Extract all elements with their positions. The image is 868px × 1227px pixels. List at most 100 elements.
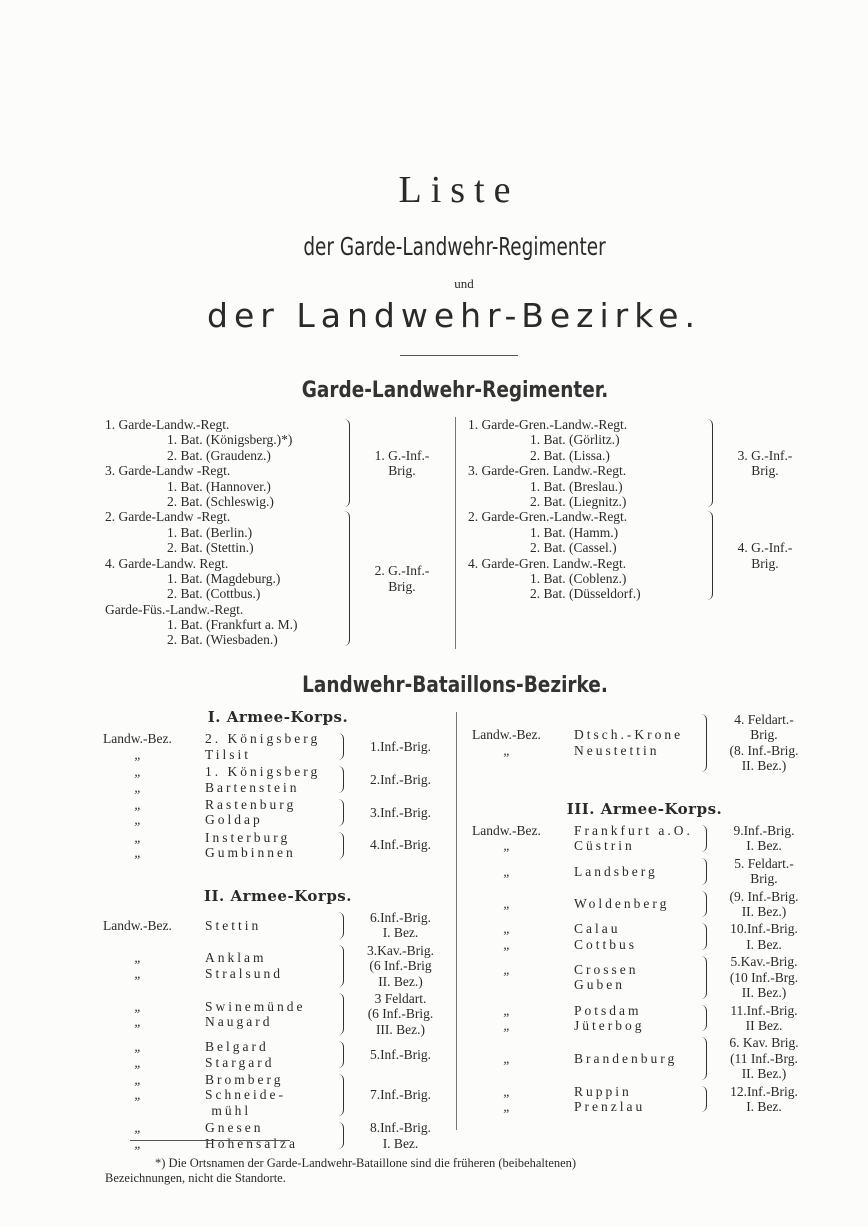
district-prefix: „ — [134, 796, 142, 812]
brace-icon — [698, 1004, 707, 1032]
brace-icon — [698, 857, 707, 885]
district-prefix: „ — [134, 1039, 142, 1055]
regiment-list: 1. Garde-Gren.-Landw.-Regt. 1. Bat. (Görl… — [468, 417, 700, 509]
regiment-list: 2. Garde-Gren.-Landw.-Regt. 1. Bat. (Hamm… — [468, 509, 700, 601]
brace-icon — [698, 890, 707, 918]
brigade-label: 3 Feldart. (6 Inf.-Brig. III. Bez.) — [348, 991, 453, 1037]
district-prefix: „ — [503, 863, 511, 879]
battalion-row: 1. Bat. (Hamm.) — [530, 524, 619, 540]
brigade-line: 2. G.-Inf.- — [374, 563, 430, 579]
brigade-line: 11.Inf.-Brig. — [730, 1002, 798, 1018]
district-group: „ Calau „ Cottbus 10.Inf.-Brig. I. Bez. — [472, 921, 817, 952]
district-row: „ Hohensalza — [103, 1136, 331, 1151]
district-name: 2. Königsberg — [205, 731, 321, 747]
brigade-label: 6. Kav. Brig. (11 Inf.-Brg. II. Bez.) — [711, 1035, 817, 1081]
brace-icon — [704, 419, 713, 508]
spacer — [103, 863, 453, 871]
district-list: „ Gnesen „ Hohensalza — [103, 1120, 331, 1151]
brigade-line: 6. Kav. Brig. — [729, 1035, 799, 1051]
regiment-row: 3. Garde-Gren. Landw.-Regt. — [468, 463, 627, 479]
brigade-line: 3. G.-Inf.- — [737, 447, 793, 463]
district-group: „ Anklam „ Stralsund 3.Kav.-Brig. (6 Inf.-Bri… — [103, 943, 453, 989]
brace-icon — [341, 511, 350, 646]
bezirke-left-column: I. Armee-Korps. Landw.-Bez. 2. Königsberg „… — [103, 708, 453, 1153]
district-name: Rastenburg — [205, 796, 297, 812]
district-group: „ Brandenburg 6. Kav. Brig. (11 Inf.-Brg. II… — [472, 1035, 817, 1081]
district-list: Landw.-Bez. Dtsch.-Krone „ Neustettin — [472, 712, 694, 774]
footnote-line: *) Die Ortsnamen der Garde-Landwehr-Bata… — [155, 1156, 577, 1170]
district-row: „ Crossen — [472, 962, 694, 977]
district-group: Landw.-Bez. Dtsch.-Krone „ Neustettin 4. Fel… — [472, 712, 817, 774]
battalion-row: 2. Bat. (Lissa.) — [530, 447, 610, 463]
district-name: Gnesen — [205, 1120, 264, 1136]
brigade-label: 11.Inf.-Brig. II Bez. — [711, 1003, 817, 1034]
district-group: Landw.-Bez. Frankfurt a.O. „ Cüstrin 9.Inf.-… — [472, 823, 817, 854]
brigade-line: II. Bez.) — [741, 904, 787, 920]
district-group: „ Landsberg 5. Feldart.- Brig. — [472, 856, 817, 887]
district-row: „ Insterburg — [103, 830, 331, 845]
district-name: Bartenstein — [205, 779, 300, 795]
brigade-line: 4.Inf.-Brig. — [369, 837, 432, 853]
brigade-label: 4. Feldart.- Brig. (8. Inf.-Brig. II. Bez.) — [711, 712, 817, 774]
brigade-line: 5. Feldart.- — [734, 855, 794, 871]
brigade-label: 7.Inf.-Brig. — [348, 1072, 453, 1118]
brigade-label: 6.Inf.-Brig. I. Bez. — [348, 910, 453, 941]
district-row: „ Potsdam — [472, 1003, 694, 1018]
district-group: „ Bromberg „ Schneide- mühl 7.Inf.-Brig. — [103, 1072, 453, 1118]
district-row: „ Goldap — [103, 812, 331, 827]
district-name: Stargard — [205, 1054, 275, 1070]
district-name: Crossen — [574, 962, 639, 977]
district-name: 1. Königsberg — [205, 764, 321, 780]
district-prefix: „ — [503, 962, 511, 977]
district-row: Landw.-Bez. 2. Königsberg — [103, 731, 331, 746]
district-row: „ Ruppin — [472, 1084, 694, 1099]
brigade-label: 2. G.-Inf.- Brig. — [354, 509, 450, 648]
district-name: Brandenburg — [574, 1050, 678, 1066]
battalion-row: 1. Bat. (Magdeburg.) — [167, 570, 281, 586]
district-name: Dtsch.-Krone — [574, 727, 684, 743]
regiment-row: 2. Garde-Landw -Regt. — [105, 509, 231, 525]
brigade-line: (11 Inf.-Brg. — [730, 1050, 798, 1066]
brigade-label: 1.Inf.-Brig. — [348, 731, 453, 762]
district-row: „ Brandenburg — [472, 1051, 694, 1066]
district-name: Insterburg — [205, 829, 291, 845]
district-prefix: „ — [503, 1083, 511, 1099]
district-list: „ Ruppin „ Prenzlau — [472, 1084, 694, 1115]
district-group: „ Woldenberg (9. Inf.-Brig. II. Bez.) — [472, 889, 817, 920]
brigade-line: 2.Inf.-Brig. — [369, 771, 432, 787]
district-prefix: „ — [134, 845, 142, 861]
regiment-group: 1. Garde-Landw.-Regt. 1. Bat. (Königsberg… — [105, 417, 450, 509]
district-list: „ Potsdam „ Jüterbog — [472, 1003, 694, 1034]
district-prefix: „ — [134, 1054, 142, 1070]
district-prefix: „ — [503, 936, 511, 952]
brigade-line: (8. Inf.-Brig. — [729, 742, 799, 758]
brigade-label: 4. G.-Inf.- Brig. — [717, 509, 813, 601]
brigade-line: 8.Inf.-Brig. — [369, 1120, 432, 1136]
district-row: „ Stargard — [103, 1055, 331, 1070]
battalion-row: 1. Bat. (Hannover.) — [167, 478, 271, 494]
regiment-row: 1. Garde-Gren.-Landw.-Regt. — [468, 417, 628, 432]
battalion-row: 2. Bat. (Schleswig.) — [167, 493, 274, 509]
district-list: „ Rastenburg „ Goldap — [103, 797, 331, 828]
brace-icon — [335, 1073, 344, 1117]
district-group: Landw.-Bez. Stettin 6.Inf.-Brig. I. Bez. — [103, 910, 453, 941]
district-name: Gumbinnen — [205, 845, 296, 861]
district-list: Landw.-Bez. 2. Königsberg „ Tilsit — [103, 731, 331, 762]
regiment-row: 1. Garde-Landw.-Regt. — [105, 417, 230, 432]
column-divider — [456, 712, 457, 1130]
district-prefix: „ — [503, 1002, 511, 1018]
district-prefix: „ — [134, 1071, 142, 1087]
brace-icon — [335, 766, 344, 793]
district-prefix: „ — [134, 764, 142, 780]
brigade-line: I. Bez. — [746, 838, 782, 854]
brace-icon — [335, 1041, 344, 1068]
district-name: Woldenberg — [574, 896, 670, 912]
regiment-group: 2. Garde-Landw -Regt. 1. Bat. (Berlin.) 2.… — [105, 509, 450, 648]
district-list: „ Swinemünde „ Naugard — [103, 991, 331, 1037]
page-title: Liste — [398, 169, 520, 211]
district-row: „ Stralsund — [103, 966, 331, 981]
district-row: „ Swinemünde — [103, 999, 331, 1014]
district-row: „ Prenzlau — [472, 1099, 694, 1114]
district-group: „ Crossen Guben 5.Kav.-Brig. (10 Inf.-Brg. II… — [472, 954, 817, 1000]
district-name: Neustettin — [574, 742, 660, 758]
